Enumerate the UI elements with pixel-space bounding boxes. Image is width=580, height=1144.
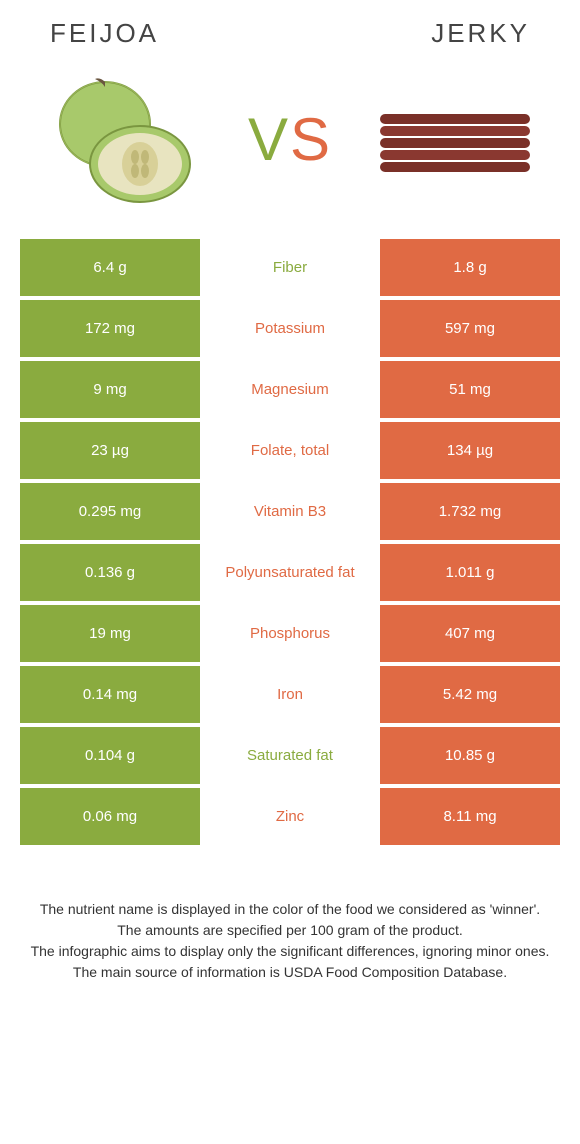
value-right: 1.011 g: [380, 544, 560, 601]
footer-line-3: The infographic aims to display only the…: [30, 941, 550, 962]
value-left: 0.136 g: [20, 544, 200, 601]
table-row: 19 mgPhosphorus407 mg: [20, 605, 560, 662]
nutrient-label: Folate, total: [200, 422, 380, 479]
nutrient-label: Fiber: [200, 239, 380, 296]
table-row: 0.104 gSaturated fat10.85 g: [20, 727, 560, 784]
footer-line-4: The main source of information is USDA F…: [30, 962, 550, 983]
value-right: 407 mg: [380, 605, 560, 662]
value-left: 6.4 g: [20, 239, 200, 296]
footer-line-2: The amounts are specified per 100 gram o…: [30, 920, 550, 941]
value-left: 172 mg: [20, 300, 200, 357]
nutrient-label: Magnesium: [200, 361, 380, 418]
value-right: 1.732 mg: [380, 483, 560, 540]
table-row: 0.136 gPolyunsaturated fat1.011 g: [20, 544, 560, 601]
value-left: 19 mg: [20, 605, 200, 662]
value-right: 597 mg: [380, 300, 560, 357]
table-row: 0.06 mgZinc8.11 mg: [20, 788, 560, 845]
value-right: 5.42 mg: [380, 666, 560, 723]
images-row: VS: [0, 59, 580, 239]
title-left: Feijoa: [50, 18, 159, 49]
nutrient-label: Potassium: [200, 300, 380, 357]
nutrient-label: Vitamin B3: [200, 483, 380, 540]
nutrient-label: Zinc: [200, 788, 380, 845]
value-left: 0.06 mg: [20, 788, 200, 845]
nutrient-label: Polyunsaturated fat: [200, 544, 380, 601]
table-row: 172 mgPotassium597 mg: [20, 300, 560, 357]
title-right: Jerky: [431, 18, 530, 49]
value-left: 0.104 g: [20, 727, 200, 784]
value-right: 1.8 g: [380, 239, 560, 296]
value-left: 0.295 mg: [20, 483, 200, 540]
nutrient-label: Saturated fat: [200, 727, 380, 784]
feijoa-icon: [40, 69, 210, 209]
jerky-icon: [370, 69, 540, 209]
jerky-image: [370, 69, 540, 209]
value-right: 8.11 mg: [380, 788, 560, 845]
table-row: 0.14 mgIron5.42 mg: [20, 666, 560, 723]
footer-notes: The nutrient name is displayed in the co…: [0, 849, 580, 983]
header-row: Feijoa Jerky: [0, 0, 580, 59]
vs-label: VS: [248, 105, 332, 174]
nutrient-label: Iron: [200, 666, 380, 723]
table-row: 0.295 mgVitamin B31.732 mg: [20, 483, 560, 540]
value-left: 9 mg: [20, 361, 200, 418]
table-row: 23 µgFolate, total134 µg: [20, 422, 560, 479]
vs-s: S: [290, 106, 332, 173]
value-left: 0.14 mg: [20, 666, 200, 723]
value-right: 10.85 g: [380, 727, 560, 784]
table-row: 9 mgMagnesium51 mg: [20, 361, 560, 418]
comparison-table: 6.4 gFiber1.8 g172 mgPotassium597 mg9 mg…: [0, 239, 580, 845]
table-row: 6.4 gFiber1.8 g: [20, 239, 560, 296]
feijoa-image: [40, 69, 210, 209]
footer-line-1: The nutrient name is displayed in the co…: [30, 899, 550, 920]
value-right: 134 µg: [380, 422, 560, 479]
nutrient-label: Phosphorus: [200, 605, 380, 662]
value-left: 23 µg: [20, 422, 200, 479]
vs-v: V: [248, 106, 290, 173]
value-right: 51 mg: [380, 361, 560, 418]
